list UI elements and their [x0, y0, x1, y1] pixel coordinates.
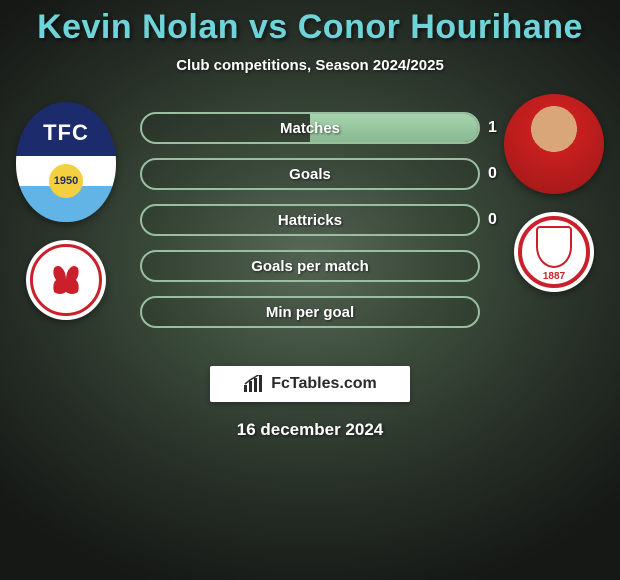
- subtitle: Club competitions, Season 2024/2025: [0, 57, 620, 74]
- brand-text: FcTables.com: [271, 375, 377, 393]
- stat-bar: Goals per match: [140, 250, 480, 282]
- stat-row: Goals per match: [140, 250, 480, 282]
- dragons-crest-icon: [44, 258, 88, 302]
- stat-value-left: [100, 158, 140, 190]
- stat-value-right: [480, 250, 520, 282]
- stat-bar: Matches: [140, 112, 480, 144]
- stat-row: 1Matches: [140, 112, 480, 144]
- stat-value-left: [100, 296, 140, 328]
- club-badge-leyton-orient-icon: [26, 240, 106, 320]
- stat-value-left: [100, 112, 140, 144]
- stat-row: 0Goals: [140, 158, 480, 190]
- stat-label: Matches: [142, 114, 478, 142]
- stat-bar: Min per goal: [140, 296, 480, 328]
- stat-bar: Goals: [140, 158, 480, 190]
- stat-row: Min per goal: [140, 296, 480, 328]
- stat-row: 0Hattricks: [140, 204, 480, 236]
- footer-date: 16 december 2024: [0, 420, 620, 440]
- content-root: Kevin Nolan vs Conor Hourihane Club comp…: [0, 0, 620, 580]
- stat-value-right: 1: [480, 112, 520, 144]
- stat-value-left: [100, 250, 140, 282]
- stat-value-right: [480, 296, 520, 328]
- stat-label: Hattricks: [142, 206, 478, 234]
- stat-label: Min per goal: [142, 298, 478, 326]
- club-badge-barnsley-icon: 1887: [514, 212, 594, 292]
- stat-bar: Hattricks: [140, 204, 480, 236]
- barnsley-year: 1887: [514, 271, 594, 282]
- bar-chart-icon: [243, 375, 265, 393]
- stats-container: 1Matches 0Goals 0Hattricks Goals per match M…: [140, 112, 480, 328]
- stat-label: Goals per match: [142, 252, 478, 280]
- comparison-area: 1887 1Matches0Goals0HattricksGoals per m…: [0, 102, 620, 352]
- stat-value-right: 0: [480, 158, 520, 190]
- stat-label: Goals: [142, 160, 478, 188]
- brand-logo: FcTables.com: [210, 366, 410, 402]
- stat-value-right: 0: [480, 204, 520, 236]
- stat-value-left: [100, 204, 140, 236]
- page-title: Kevin Nolan vs Conor Hourihane: [0, 8, 620, 47]
